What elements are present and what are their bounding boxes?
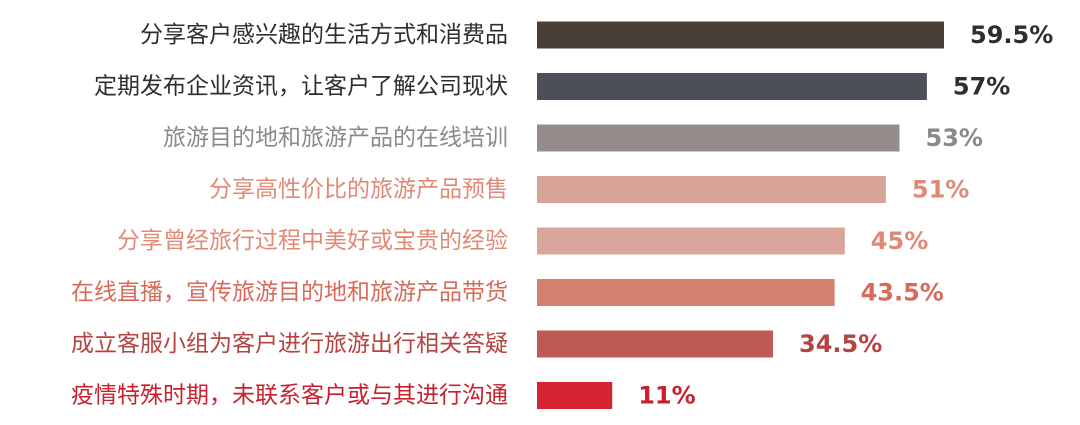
category-label-6: 在线直播，宣传旅游目的地和旅游产品带货 bbox=[71, 280, 508, 306]
bar-6 bbox=[537, 279, 835, 306]
bar-2 bbox=[537, 73, 927, 100]
value-label-8: 11% bbox=[638, 382, 695, 410]
bar-3 bbox=[537, 124, 900, 152]
bar-5 bbox=[537, 227, 845, 255]
value-label-4: 51% bbox=[912, 176, 969, 204]
category-labels: 分享客户感兴趣的生活方式和消费品定期发布企业资讯，让客户了解公司现状旅游目的地和… bbox=[71, 22, 508, 409]
value-label-3: 53% bbox=[926, 124, 983, 152]
category-label-4: 分享高性价比的旅游产品预售 bbox=[209, 177, 508, 203]
bar-1 bbox=[537, 21, 944, 49]
value-label-1: 59.5% bbox=[970, 21, 1053, 49]
category-label-8: 疫情特殊时期，未联系客户或与其进行沟通 bbox=[71, 383, 508, 409]
bar-8 bbox=[537, 382, 613, 409]
value-labels: 59.5% 57% 53% 51% 45% 43.5% 34.5% 11% bbox=[638, 21, 1053, 410]
bar-4 bbox=[537, 176, 886, 203]
category-label-3: 旅游目的地和旅游产品的在线培训 bbox=[163, 125, 508, 151]
value-label-2: 57% bbox=[953, 73, 1010, 101]
category-label-1: 分享客户感兴趣的生活方式和消费品 bbox=[140, 22, 508, 48]
bars-layer bbox=[537, 21, 944, 409]
value-label-7: 34.5% bbox=[799, 330, 882, 358]
category-label-7: 成立客服小组为客户进行旅游出行相关答疑 bbox=[71, 331, 508, 357]
value-label-6: 43.5% bbox=[861, 279, 944, 307]
category-label-5: 分享曾经旅行过程中美好或宝贵的经验 bbox=[117, 228, 508, 254]
category-label-2: 定期发布企业资讯，让客户了解公司现状 bbox=[94, 74, 508, 100]
value-label-5: 45% bbox=[871, 227, 928, 255]
bar-7 bbox=[537, 330, 773, 358]
